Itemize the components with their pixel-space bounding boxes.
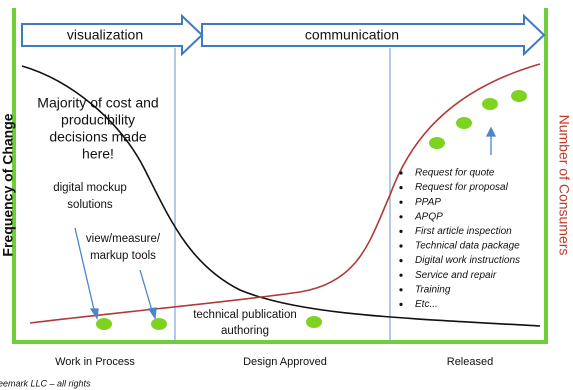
bullet xyxy=(399,288,403,292)
pointer xyxy=(74,227,96,315)
bullet xyxy=(399,229,403,233)
bottom-phase: Work in Process xyxy=(55,356,135,368)
consumer-item: Service and repair xyxy=(415,270,497,281)
consumer-item: PPAP xyxy=(415,197,441,208)
consumer-item: First article inspection xyxy=(415,226,512,237)
bullet xyxy=(399,302,403,306)
annotation-line: view/measure/ xyxy=(86,233,161,245)
annotation-line: digital mockup xyxy=(53,182,127,194)
consumer-list: Request for quote Request for proposal PPA… xyxy=(399,168,520,310)
bullet xyxy=(399,200,403,204)
bullet xyxy=(399,215,403,219)
annotation-line: markup tools xyxy=(90,250,156,262)
pointers xyxy=(74,126,497,320)
phase-label: visualization xyxy=(67,27,143,43)
dots xyxy=(96,90,527,330)
consumer-item: Request for quote xyxy=(415,168,495,179)
right-axis-label: Number of Consumers xyxy=(556,115,572,256)
dot xyxy=(96,318,112,330)
consumer-item: Technical data package xyxy=(415,241,520,252)
bullet xyxy=(399,244,403,248)
consumer-item: APQP xyxy=(414,211,443,222)
annotation-line: Majority of cost and xyxy=(37,95,158,111)
pointer xyxy=(139,269,154,315)
annotations: Majority of cost andproducibilitydecisio… xyxy=(37,95,296,337)
arrow-communication xyxy=(201,13,546,57)
dot xyxy=(456,117,472,129)
left-axis-label: Frequency of Change xyxy=(0,113,16,256)
dot xyxy=(151,318,167,330)
dot xyxy=(429,137,445,149)
bottom-phase: Design Approved xyxy=(243,356,327,368)
arrow-visualization xyxy=(21,13,204,57)
dot xyxy=(511,90,527,102)
bullet xyxy=(399,259,403,263)
change-curve xyxy=(21,65,541,327)
consumer-item: Digital work instructions xyxy=(415,255,520,266)
annotation-line: authoring xyxy=(221,325,269,337)
phase-label: communication xyxy=(305,27,399,43)
dot xyxy=(482,98,498,110)
bottom-phase: Released xyxy=(447,356,493,368)
annotation-line: solutions xyxy=(67,199,113,211)
dot xyxy=(306,316,322,328)
annotation-line: here! xyxy=(82,146,114,162)
bullet xyxy=(399,171,403,175)
footer: eemark LLC – all rights xyxy=(0,378,91,388)
consumer-item: Request for proposal xyxy=(415,182,509,193)
annotation-line: producibility xyxy=(61,112,135,128)
pointer-head xyxy=(89,308,99,320)
annotation-line: technical publication xyxy=(193,309,297,321)
bullet xyxy=(399,273,403,277)
pointer-head xyxy=(485,126,497,137)
pointer-head xyxy=(147,307,157,320)
bullet xyxy=(399,186,403,190)
annotation-line: decisions made xyxy=(49,129,146,145)
consumer-item: Etc... xyxy=(415,299,438,310)
consumer-item: Training xyxy=(415,284,451,295)
